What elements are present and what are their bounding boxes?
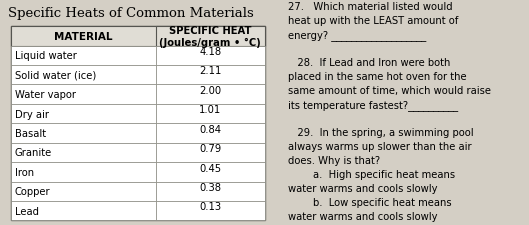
Bar	[11, 27, 264, 46]
Text: Lead: Lead	[15, 206, 39, 216]
Bar	[11, 27, 264, 220]
Text: 27.   Which material listed would: 27. Which material listed would	[288, 2, 453, 12]
Bar	[156, 182, 264, 201]
Text: Basalt: Basalt	[15, 128, 46, 138]
Bar	[11, 66, 156, 85]
Text: 2.00: 2.00	[199, 86, 221, 95]
Text: Dry air: Dry air	[15, 109, 49, 119]
Text: placed in the same hot oven for the: placed in the same hot oven for the	[288, 72, 467, 82]
Text: energy? ___________________: energy? ___________________	[288, 30, 426, 41]
Text: 2.11: 2.11	[199, 66, 222, 76]
Text: 28.  If Lead and Iron were both: 28. If Lead and Iron were both	[288, 58, 451, 68]
Text: Copper: Copper	[15, 187, 50, 196]
Text: heat up with the LEAST amount of: heat up with the LEAST amount of	[288, 16, 459, 26]
Text: Specific Heats of Common Materials: Specific Heats of Common Materials	[8, 7, 254, 20]
Text: a.  High specific heat means: a. High specific heat means	[288, 170, 455, 180]
Bar	[156, 104, 264, 124]
Text: 29.  In the spring, a swimming pool: 29. In the spring, a swimming pool	[288, 128, 474, 138]
Text: 0.13: 0.13	[199, 202, 221, 211]
Bar	[156, 46, 264, 66]
Bar	[11, 104, 156, 124]
Text: water warms and cools slowly: water warms and cools slowly	[288, 184, 438, 194]
Bar	[156, 162, 264, 182]
Bar	[156, 124, 264, 143]
Text: 0.45: 0.45	[199, 163, 221, 173]
Bar	[11, 162, 156, 182]
Text: always warms up slower than the air: always warms up slower than the air	[288, 142, 472, 152]
Text: Liquid water: Liquid water	[15, 51, 77, 61]
Text: water warms and cools slowly: water warms and cools slowly	[288, 212, 438, 221]
Bar	[11, 85, 156, 104]
Text: b.  Low specific heat means: b. Low specific heat means	[288, 198, 452, 207]
Bar	[11, 182, 156, 201]
Bar	[11, 143, 156, 162]
Text: Solid water (ice): Solid water (ice)	[15, 70, 96, 80]
Bar	[11, 124, 156, 143]
Text: MATERIAL: MATERIAL	[54, 32, 113, 42]
Bar	[156, 27, 264, 46]
Text: Iron: Iron	[15, 167, 34, 177]
Bar	[156, 143, 264, 162]
Text: does. Why is that?: does. Why is that?	[288, 156, 380, 166]
Text: its temperature fastest?__________: its temperature fastest?__________	[288, 100, 459, 111]
Text: 0.79: 0.79	[199, 144, 222, 153]
Bar	[156, 85, 264, 104]
Text: Granite: Granite	[15, 148, 52, 158]
Text: SPECIFIC HEAT
(Joules/gram • °C): SPECIFIC HEAT (Joules/gram • °C)	[159, 26, 261, 47]
Text: same amount of time, which would raise: same amount of time, which would raise	[288, 86, 491, 96]
Bar	[11, 201, 156, 220]
Text: 0.84: 0.84	[199, 124, 221, 134]
Text: 4.18: 4.18	[199, 47, 221, 57]
Bar	[156, 66, 264, 85]
Text: 1.01: 1.01	[199, 105, 222, 115]
Text: Water vapor: Water vapor	[15, 90, 76, 100]
Bar	[11, 46, 156, 66]
Text: 0.38: 0.38	[199, 182, 221, 192]
Bar	[156, 201, 264, 220]
